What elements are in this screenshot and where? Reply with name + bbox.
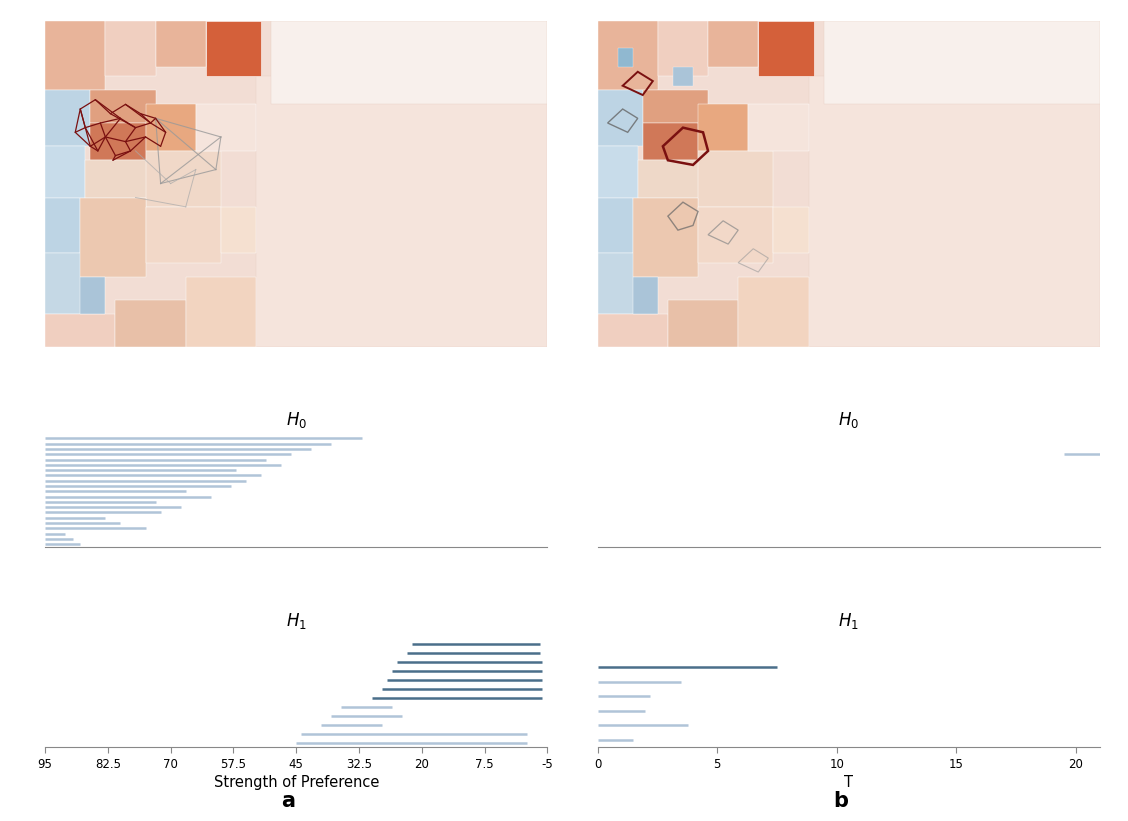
Title: $H_0$: $H_0$ xyxy=(285,410,307,430)
Polygon shape xyxy=(633,277,658,314)
Polygon shape xyxy=(738,277,809,346)
Polygon shape xyxy=(186,277,256,346)
Polygon shape xyxy=(774,207,809,254)
Polygon shape xyxy=(698,104,748,151)
Polygon shape xyxy=(45,146,86,198)
Polygon shape xyxy=(598,198,633,254)
Polygon shape xyxy=(45,198,80,254)
Polygon shape xyxy=(643,123,698,160)
Polygon shape xyxy=(80,198,146,277)
Polygon shape xyxy=(271,21,547,104)
Polygon shape xyxy=(598,21,1100,346)
Polygon shape xyxy=(708,21,758,67)
Polygon shape xyxy=(758,21,813,76)
Polygon shape xyxy=(809,76,1100,346)
Polygon shape xyxy=(45,254,90,314)
Polygon shape xyxy=(45,21,547,346)
Polygon shape xyxy=(80,277,105,314)
Polygon shape xyxy=(146,104,196,151)
Polygon shape xyxy=(90,123,146,160)
Polygon shape xyxy=(115,300,186,346)
Polygon shape xyxy=(196,104,256,151)
Polygon shape xyxy=(598,146,637,198)
Polygon shape xyxy=(698,151,774,207)
Polygon shape xyxy=(598,254,643,314)
Polygon shape xyxy=(823,21,1100,104)
Text: a: a xyxy=(281,791,294,811)
Polygon shape xyxy=(105,21,156,76)
Polygon shape xyxy=(90,90,156,123)
Title: $H_0$: $H_0$ xyxy=(838,410,860,430)
Text: b: b xyxy=(832,791,848,811)
Polygon shape xyxy=(86,160,156,198)
Polygon shape xyxy=(598,90,643,146)
Polygon shape xyxy=(45,314,115,346)
Polygon shape xyxy=(643,90,708,123)
Polygon shape xyxy=(221,207,256,254)
Polygon shape xyxy=(633,198,698,277)
Polygon shape xyxy=(45,90,90,146)
Polygon shape xyxy=(748,104,809,151)
Polygon shape xyxy=(618,48,633,67)
Polygon shape xyxy=(598,314,668,346)
X-axis label: T: T xyxy=(844,775,853,790)
Polygon shape xyxy=(146,207,221,263)
Polygon shape xyxy=(698,207,774,263)
Polygon shape xyxy=(637,160,708,198)
X-axis label: Strength of Preference: Strength of Preference xyxy=(213,775,379,790)
Polygon shape xyxy=(256,76,547,346)
Polygon shape xyxy=(45,21,105,90)
Polygon shape xyxy=(205,21,261,76)
Polygon shape xyxy=(658,21,708,76)
Polygon shape xyxy=(146,151,221,207)
Title: $H_1$: $H_1$ xyxy=(838,611,860,631)
Polygon shape xyxy=(673,67,693,85)
Polygon shape xyxy=(156,21,205,67)
Polygon shape xyxy=(668,300,738,346)
Title: $H_1$: $H_1$ xyxy=(285,611,307,631)
Polygon shape xyxy=(598,21,658,90)
